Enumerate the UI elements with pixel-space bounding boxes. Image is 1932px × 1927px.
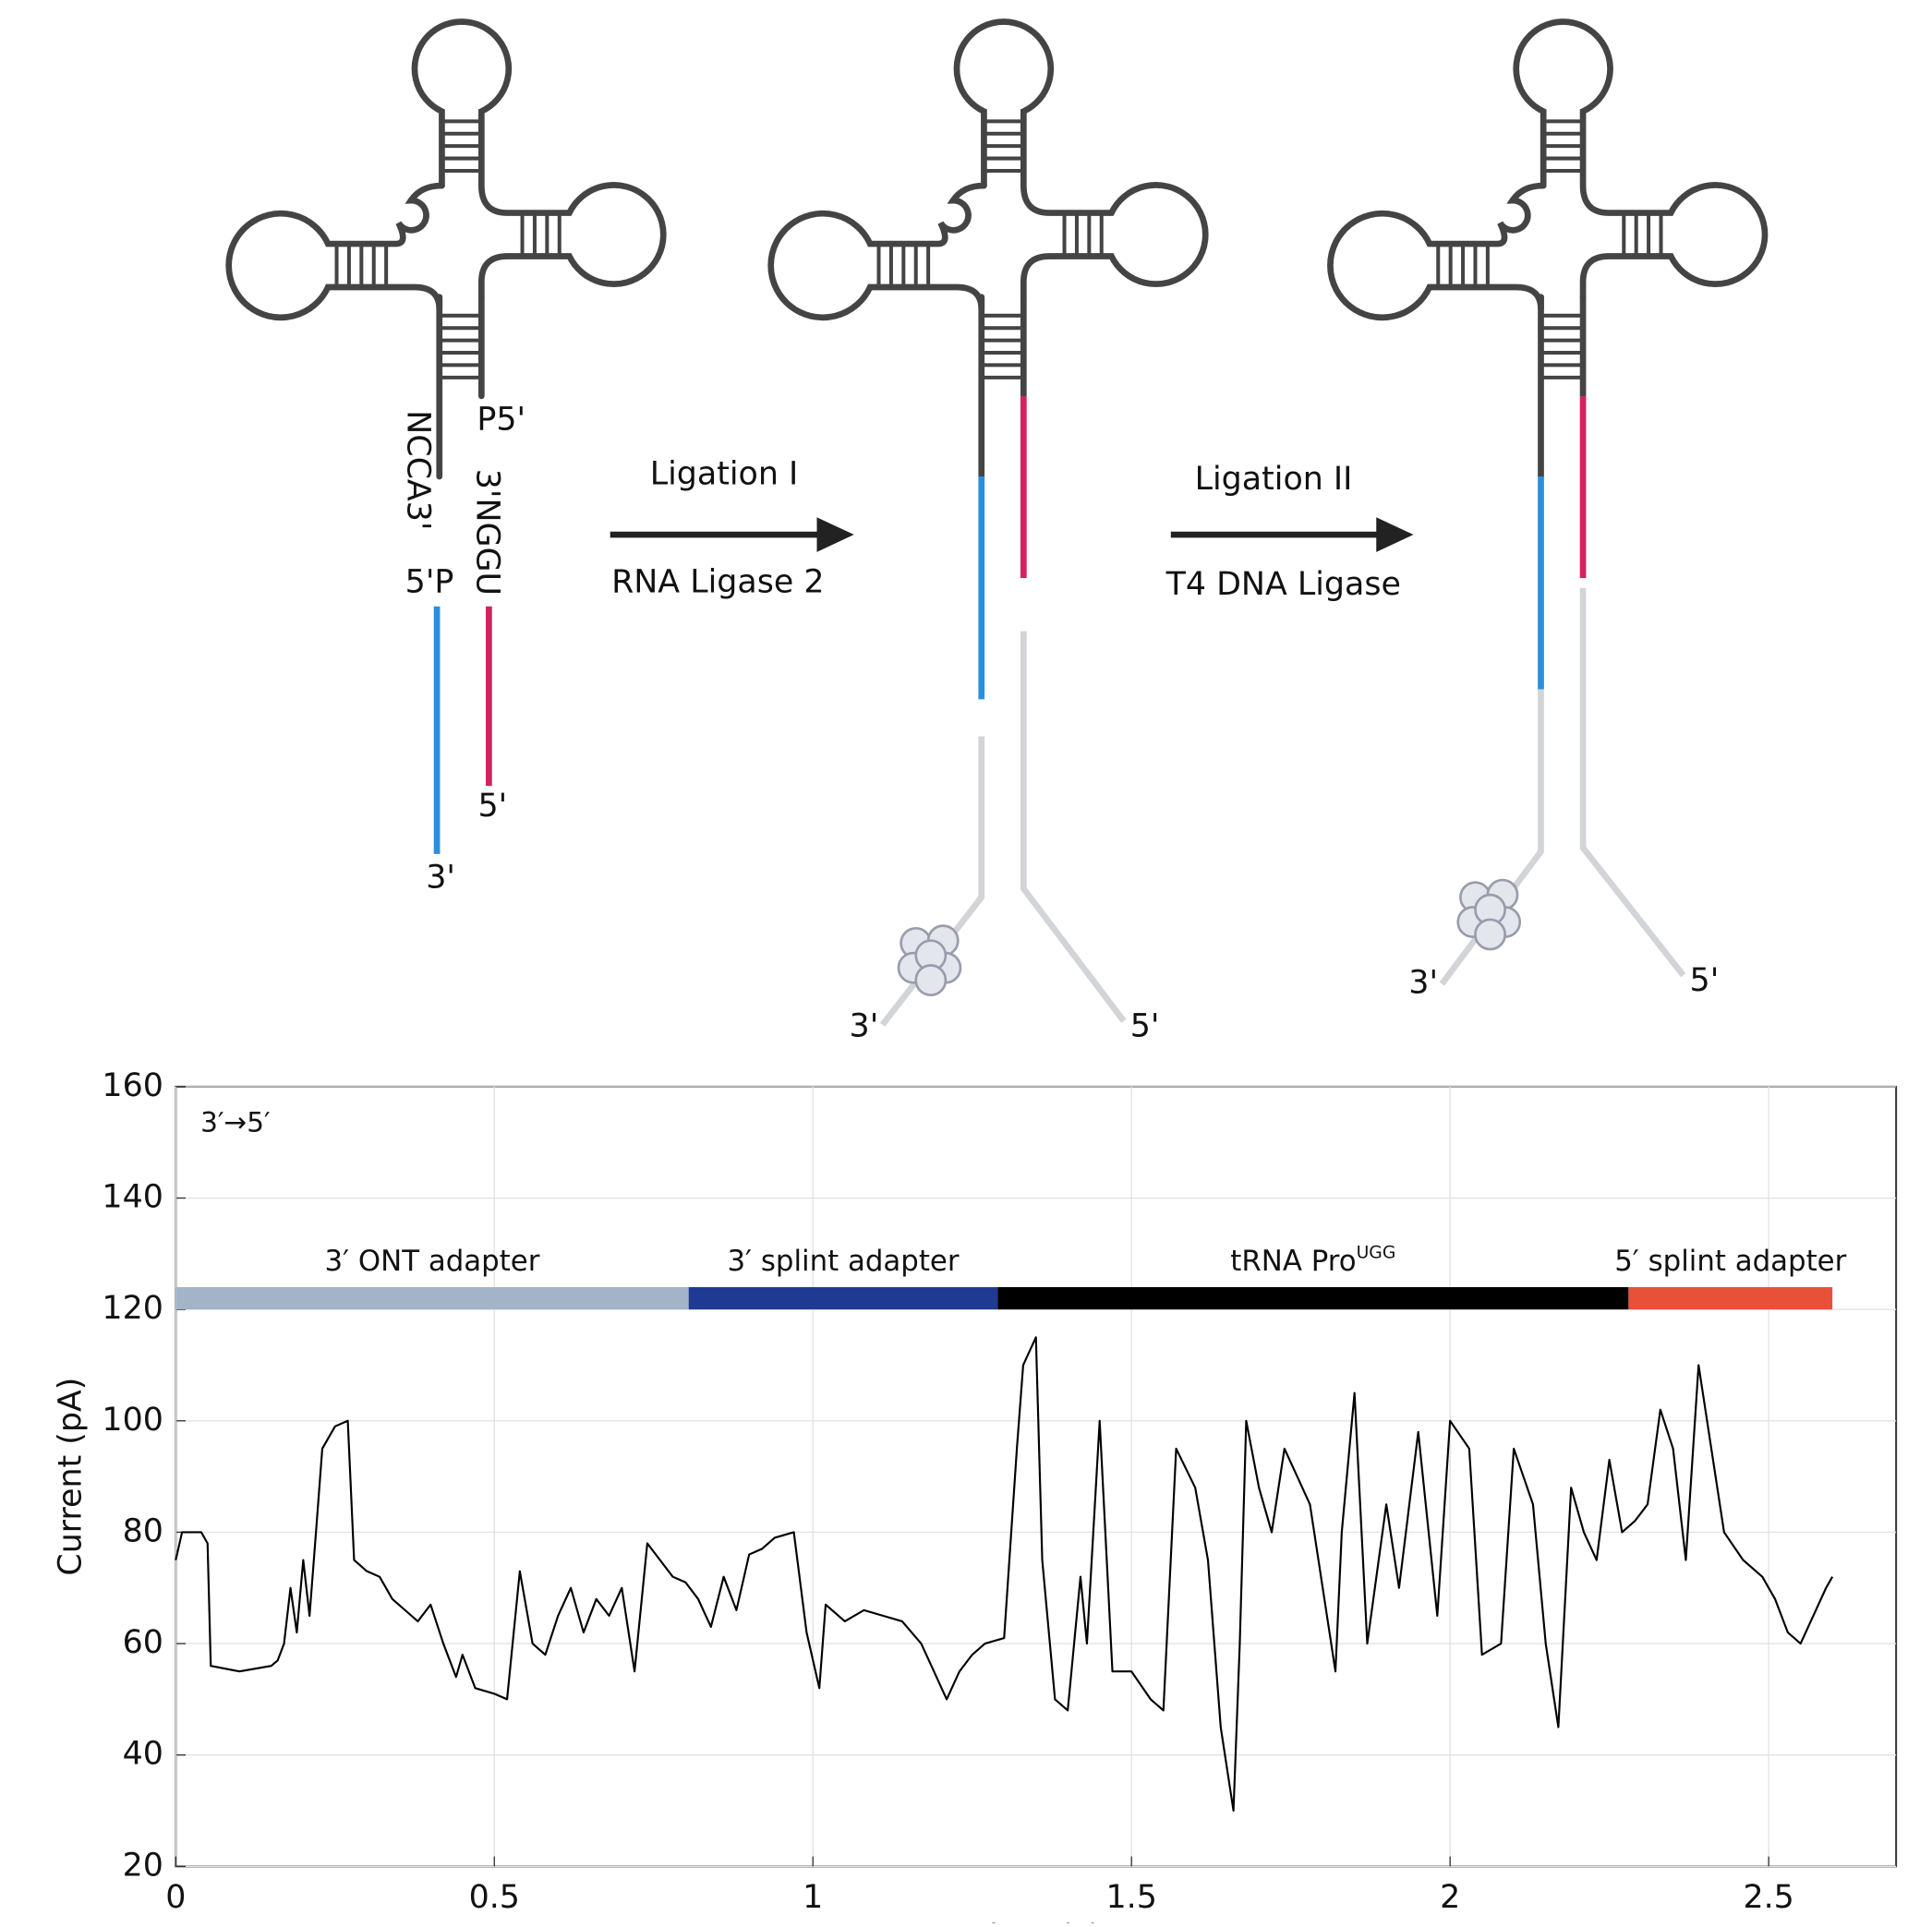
label: 5'P bbox=[405, 563, 454, 600]
arrow-label: Ligation I bbox=[650, 456, 799, 493]
arrow-label: Ligation II bbox=[1195, 461, 1353, 498]
x-tick-label: 2.5 bbox=[1743, 1879, 1793, 1916]
x-tick-label: 0.5 bbox=[469, 1879, 520, 1916]
x-tick-label: 2 bbox=[1440, 1879, 1460, 1916]
label: NCCA3' bbox=[400, 410, 437, 530]
segment-bar bbox=[997, 1287, 1629, 1310]
segment-label: tRNA ProUGG bbox=[1230, 1243, 1395, 1278]
segment-bar bbox=[1628, 1287, 1833, 1310]
arrow1: Ligation I RNA Ligase 2 bbox=[610, 456, 854, 600]
segment-label: 3′ splint adapter bbox=[727, 1245, 959, 1278]
y-tick-label: 40 bbox=[123, 1736, 163, 1773]
segment-label-text: tRNA Pro bbox=[1230, 1245, 1356, 1278]
x-tick-label: 1 bbox=[803, 1879, 823, 1916]
label: 3' bbox=[1408, 965, 1438, 1002]
segment-bar bbox=[175, 1287, 689, 1310]
segment-superscript: UGG bbox=[1357, 1243, 1396, 1262]
arrow-label: T4 DNA Ligase bbox=[1165, 566, 1401, 603]
y-tick-label: 120 bbox=[102, 1290, 163, 1327]
segment-label-text: 3′ splint adapter bbox=[727, 1245, 959, 1278]
y-tick-label: 60 bbox=[123, 1624, 163, 1661]
arrow2: Ligation II T4 DNA Ligase bbox=[1165, 461, 1414, 603]
label: 5' bbox=[1690, 962, 1720, 999]
x-tick-label: 1.5 bbox=[1106, 1879, 1157, 1916]
x-tick-label: 0 bbox=[165, 1879, 186, 1916]
trna-step1: NCCA3' P5' 3'NGGU 5'P 5' 3' bbox=[229, 22, 664, 897]
current-trace bbox=[175, 1336, 1834, 1813]
segment-label: 5′ splint adapter bbox=[1614, 1245, 1846, 1278]
trna-step3: 3' 5' bbox=[1330, 22, 1765, 1002]
label: 3' bbox=[426, 860, 455, 897]
y-tick-label: 80 bbox=[123, 1512, 163, 1549]
y-tick-label: 140 bbox=[102, 1179, 163, 1216]
y-tick-label: 100 bbox=[102, 1402, 163, 1439]
label: 5' bbox=[478, 788, 508, 825]
y-axis-label: Current (pA) bbox=[53, 1378, 90, 1576]
segment-label: 3′ ONT adapter bbox=[325, 1245, 540, 1278]
arrow-label: RNA Ligase 2 bbox=[611, 563, 824, 600]
annotation: 3′→5′ bbox=[200, 1107, 271, 1138]
plot-area bbox=[175, 1085, 1898, 1868]
label: 3'NGGU bbox=[469, 469, 506, 596]
y-tick-label: 20 bbox=[123, 1847, 163, 1884]
segment-label-text: 5′ splint adapter bbox=[1614, 1245, 1846, 1278]
label: P5' bbox=[477, 402, 525, 439]
chart: 20 40 60 80 100 120 140 160 0 0.5 1 1.5 2 2.5 Current … bbox=[53, 1067, 1898, 1927]
trna-step2: 3' 5' bbox=[771, 22, 1206, 1045]
label: 3' bbox=[850, 1008, 879, 1045]
segment-label-text: 3′ ONT adapter bbox=[325, 1245, 540, 1278]
x-axis-label: Time (s) bbox=[970, 1919, 1102, 1923]
y-tick-label: 160 bbox=[102, 1067, 163, 1104]
label: 5' bbox=[1130, 1008, 1160, 1045]
segment-bar bbox=[688, 1287, 998, 1310]
